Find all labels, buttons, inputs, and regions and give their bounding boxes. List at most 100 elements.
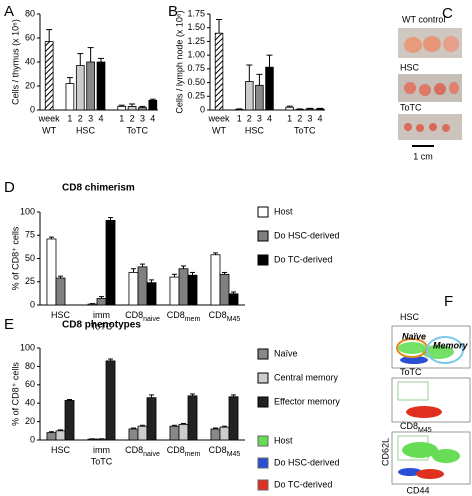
category-label: ToTC xyxy=(91,321,113,331)
gate-box xyxy=(397,381,429,401)
legend-label: Do HSC-derived xyxy=(274,457,340,467)
y-tick-label: 40 xyxy=(25,56,35,66)
bar xyxy=(137,266,148,306)
organ xyxy=(404,37,422,53)
legend-label: Host xyxy=(274,206,293,216)
legend-label: Do HSC-derived xyxy=(274,230,340,240)
group-label: HSC xyxy=(245,125,265,135)
bar xyxy=(210,254,221,306)
x-tick-label: 1 xyxy=(237,113,242,123)
category-label: CD8naive xyxy=(125,310,160,322)
x-axis-label: CD44 xyxy=(406,485,429,495)
y-axis-label: Cells / lymph node (x 10⁶) xyxy=(174,10,184,113)
y-tick-label: 75 xyxy=(25,230,35,240)
bar xyxy=(137,425,148,441)
bar xyxy=(187,274,198,306)
bar xyxy=(234,109,244,111)
dots xyxy=(422,345,454,359)
category-label: HSC xyxy=(400,312,420,322)
x-tick-label: 2 xyxy=(130,113,135,123)
y-tick-label: 0.50 xyxy=(187,77,205,87)
organ xyxy=(416,124,424,132)
organ xyxy=(434,83,446,95)
label-text: CD8 xyxy=(167,445,185,455)
bar xyxy=(214,32,224,111)
x-tick-label: 4 xyxy=(317,113,322,123)
label-text: CD8 xyxy=(125,445,143,455)
legend-swatch xyxy=(257,230,269,242)
legend-swatch xyxy=(257,457,269,469)
scale-label: 1 cm xyxy=(413,151,433,161)
category-label: CD8mem xyxy=(167,445,201,457)
label-sub: M45 xyxy=(418,427,432,434)
photo-label: HSC xyxy=(400,62,420,72)
y-tick-label: 0.75 xyxy=(187,63,205,73)
label-text: imm xyxy=(93,310,110,320)
dots xyxy=(400,356,428,364)
y-axis-label: CD62L xyxy=(380,438,390,466)
y-tick-label: 20 xyxy=(25,80,35,90)
bar xyxy=(55,277,66,306)
bar xyxy=(245,81,254,111)
y-tick-label: 1.00 xyxy=(187,50,205,60)
legend-swatch xyxy=(257,479,269,491)
y-tick-label: 1.50 xyxy=(187,22,205,32)
y-tick-label: 25 xyxy=(25,276,35,286)
label-sub: M45 xyxy=(227,316,241,323)
label-text: imm xyxy=(93,445,110,455)
bar xyxy=(87,303,98,306)
y-tick-label: 100 xyxy=(20,342,35,352)
bar xyxy=(148,100,158,111)
label-sub: mem xyxy=(185,451,201,458)
y-tick-label: 40 xyxy=(25,398,35,408)
bar xyxy=(46,238,57,306)
dots xyxy=(398,342,426,354)
flow-panel: F CD62L CD44 xyxy=(380,293,471,495)
bar xyxy=(295,109,305,111)
x-tick-label: 3 xyxy=(307,113,312,123)
bar xyxy=(138,107,147,111)
gate xyxy=(426,336,464,364)
organ xyxy=(404,82,416,94)
x-tick-label: 3 xyxy=(140,113,145,123)
y-tick-label: 0 xyxy=(30,434,35,444)
organ xyxy=(442,124,450,132)
legend-label: Central memory xyxy=(274,372,339,382)
y-tick-label: 60 xyxy=(25,379,35,389)
bar xyxy=(55,430,66,441)
legend-swatch xyxy=(257,396,269,408)
bar xyxy=(315,108,325,111)
x-tick-label: 4 xyxy=(98,113,103,123)
group-label: WT xyxy=(212,125,226,135)
y-tick-label: 1.25 xyxy=(187,36,205,46)
organ xyxy=(449,82,459,94)
label-text: HSC xyxy=(400,312,420,322)
y-tick-label: 0.25 xyxy=(187,91,205,101)
y-tick-label: 0 xyxy=(30,104,35,114)
bar xyxy=(96,61,106,111)
category-label: ToTC xyxy=(400,367,422,377)
bar xyxy=(46,432,57,441)
label-text: HSC xyxy=(51,310,71,320)
legend-swatch xyxy=(257,372,269,384)
label-text: CD8 xyxy=(400,421,418,431)
y-tick-label: 100 xyxy=(20,206,35,216)
bar xyxy=(146,282,157,306)
bar xyxy=(128,428,139,441)
x-tick-label: week xyxy=(38,113,61,123)
y-tick-label: 0 xyxy=(200,104,205,114)
gate-label: Naïve xyxy=(402,331,426,341)
category-label: HSC xyxy=(51,310,71,320)
dots xyxy=(416,469,444,479)
dots xyxy=(406,406,442,418)
x-tick-label: week xyxy=(208,113,231,123)
y-tick-label: 60 xyxy=(25,32,35,42)
label-text: CD8 xyxy=(209,310,227,320)
photos: C WT control HSC ToTC 1 cm xyxy=(398,5,462,161)
y-axis-label: % of CD8⁺ cells xyxy=(10,362,20,426)
bar xyxy=(305,108,315,111)
bar xyxy=(169,425,180,441)
photo-label: WT control xyxy=(402,14,445,24)
dots xyxy=(402,442,438,458)
group-label: ToTC xyxy=(127,125,149,135)
